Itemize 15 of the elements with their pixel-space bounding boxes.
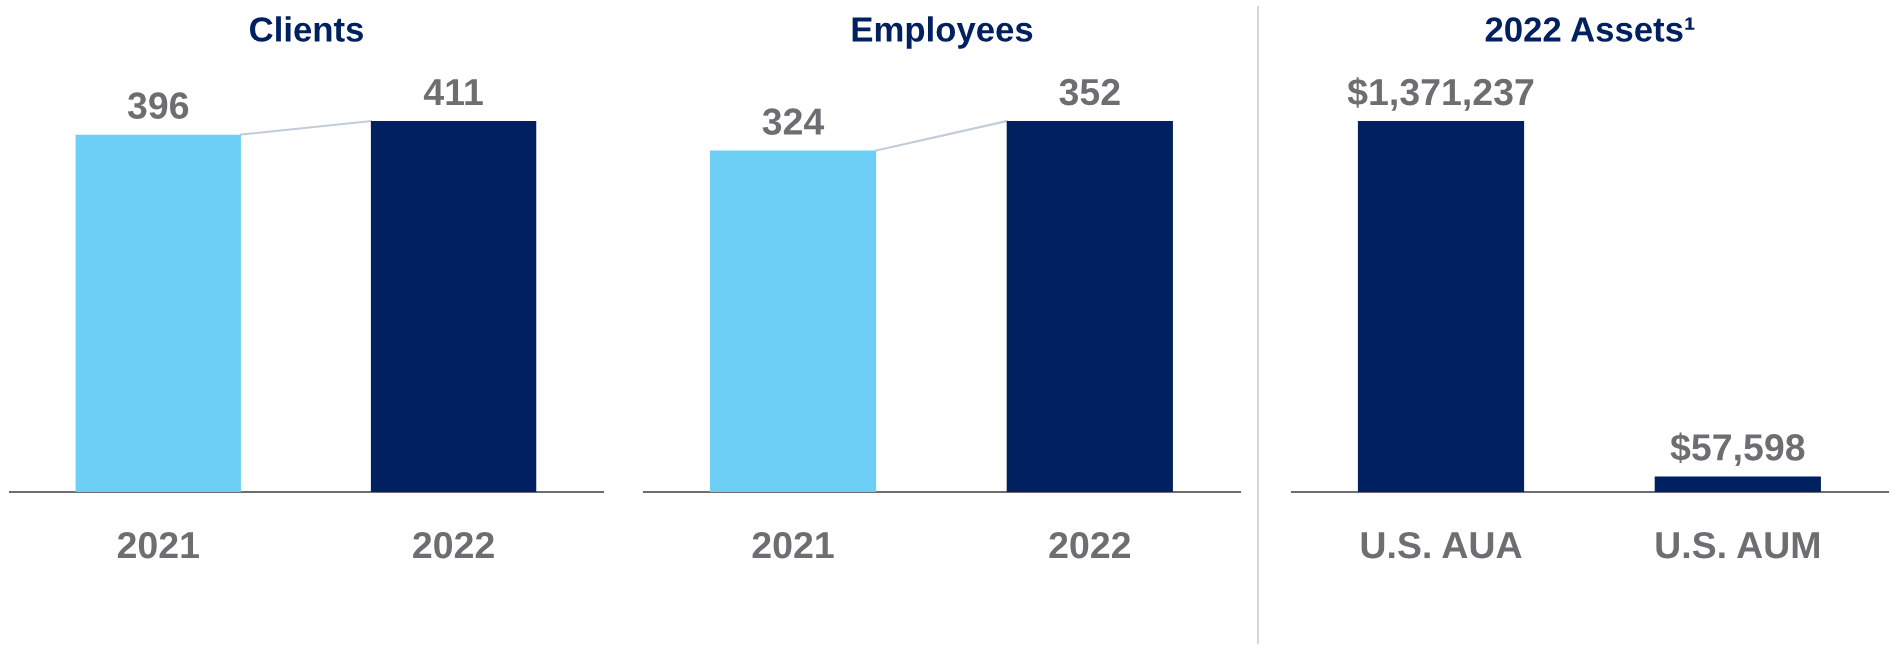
data-label: $57,598 xyxy=(1670,432,1805,467)
x-tick-label: 2021 xyxy=(117,531,199,559)
data-label: 396 xyxy=(127,92,189,119)
data-label: 411 xyxy=(423,79,483,105)
x-tick-label: 2022 xyxy=(413,531,494,559)
data-label: 324 xyxy=(762,108,825,135)
x-tick-label: U.S. AUM xyxy=(1656,531,1819,559)
x-tick-label: 2021 xyxy=(752,531,834,559)
data-label: 352 xyxy=(1059,78,1120,106)
chart-title: Employees xyxy=(852,16,1033,49)
chart-title: 2022 Assets¹ xyxy=(1485,17,1695,42)
x-tick-label: 2022 xyxy=(1049,531,1131,559)
chart-title: Clients xyxy=(250,16,363,42)
data-label: $1,371,237 xyxy=(1347,77,1534,111)
x-tick-label: U.S. AUA xyxy=(1361,531,1522,559)
